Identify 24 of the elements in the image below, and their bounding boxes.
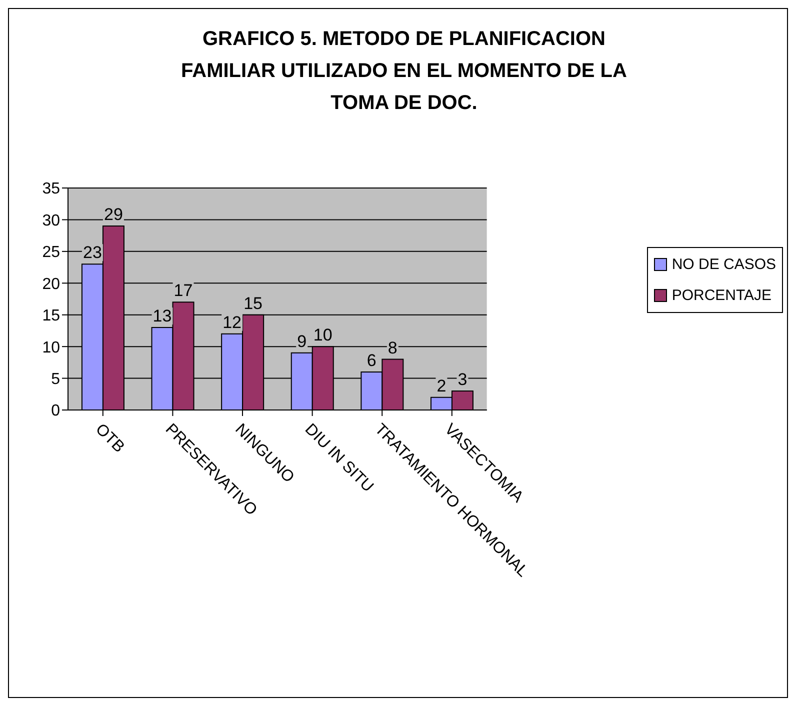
data-label: 17: [174, 281, 193, 300]
chart-title: GRAFICO 5. METODO DE PLANIFICACION FAMILIAR UTILIZADO EN EL MOMENTO DE LA TOMA DE DOC.: [180, 27, 628, 116]
y-tick-label: 25: [42, 244, 60, 262]
data-label: 10: [313, 326, 332, 345]
data-label: 29: [104, 205, 123, 224]
data-label: 15: [244, 294, 263, 313]
data-label: 3: [458, 370, 468, 389]
x-tick-label: OTB: [92, 420, 128, 456]
data-label: 2: [436, 376, 446, 396]
y-tick-label: 10: [42, 339, 60, 356]
data-label: 9: [297, 332, 307, 351]
y-tick-label: 30: [42, 212, 60, 230]
data-label: 8: [388, 338, 398, 358]
y-tick-label: 0: [51, 402, 60, 420]
y-tick-label: 35: [42, 180, 60, 198]
y-tick-label: 20: [42, 276, 60, 293]
data-label: 13: [152, 306, 172, 326]
y-tick-label: 15: [42, 308, 60, 325]
data-label: 12: [222, 312, 242, 332]
legend-label: NO DE CASOS: [672, 256, 776, 273]
data-label: 23: [83, 243, 102, 262]
legend-label: PORCENTAJE: [672, 287, 772, 304]
y-tick-label: 5: [51, 370, 60, 388]
data-label: 6: [366, 350, 376, 370]
